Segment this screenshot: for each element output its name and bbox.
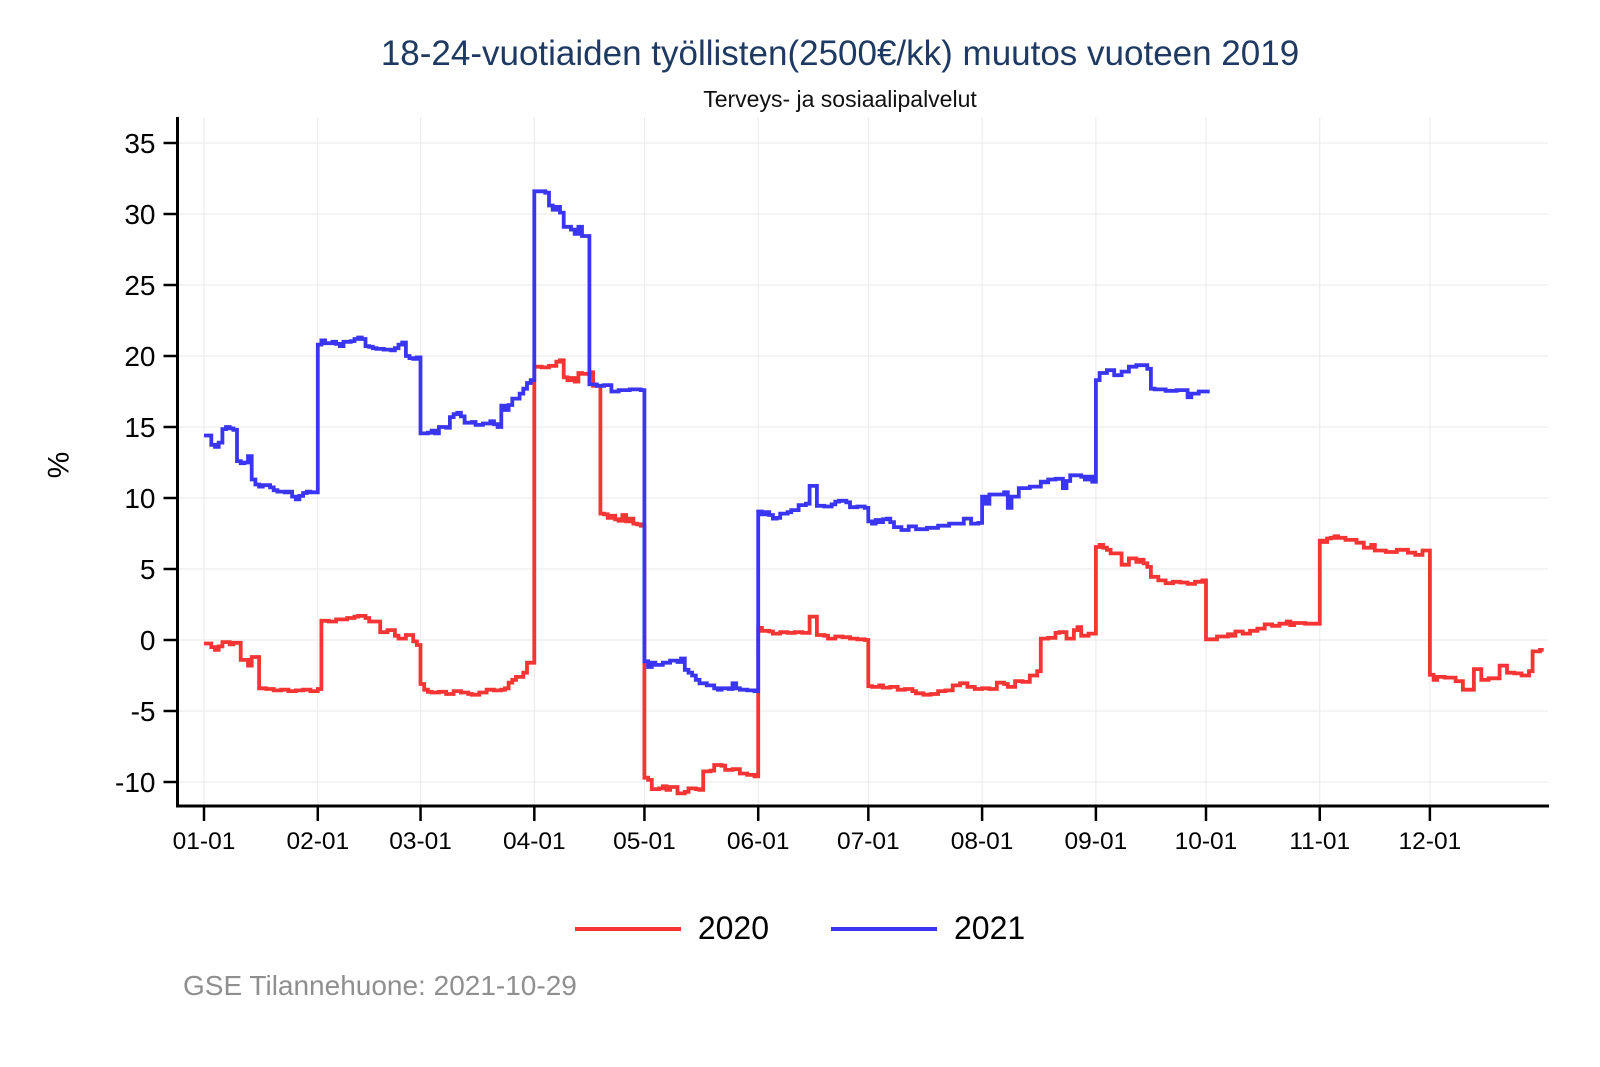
chart-subtitle: Terveys- ja sosiaalipalvelut	[703, 86, 977, 112]
y-tick-label: 5	[140, 554, 156, 585]
legend: 2020 2021	[0, 910, 1600, 947]
source-note: GSE Tilannehuone: 2021-10-29	[183, 970, 577, 1001]
y-tick-label: -5	[131, 696, 156, 727]
x-tick-label: 07-01	[837, 828, 900, 855]
legend-item-2020: 2020	[574, 910, 769, 947]
x-tick-label: 09-01	[1065, 828, 1128, 855]
y-tick-label: 20	[124, 341, 155, 372]
x-tick-label: 11-01	[1289, 828, 1350, 855]
series-line-2021	[204, 189, 1210, 693]
x-tick-label: 02-01	[286, 828, 349, 855]
y-tick-label: 35	[124, 128, 155, 159]
x-tick-label: 06-01	[727, 828, 790, 855]
y-tick-label: 25	[124, 270, 155, 301]
legend-line-2021-icon	[831, 926, 937, 931]
legend-label-2020: 2020	[697, 910, 769, 946]
x-tick-label: 08-01	[951, 828, 1014, 855]
series-line-2020	[204, 358, 1544, 796]
y-tick-label: 10	[124, 483, 155, 514]
y-tick-label: 0	[140, 625, 156, 656]
x-tick-label: 10-01	[1175, 828, 1238, 855]
x-tick-label: 03-01	[389, 828, 452, 855]
y-tick-label: 15	[124, 412, 155, 443]
legend-line-2020-icon	[574, 926, 681, 931]
legend-item-2021: 2021	[831, 910, 1025, 947]
x-tick-label: 12-01	[1399, 828, 1462, 855]
x-tick-label: 01-01	[173, 828, 236, 855]
x-tick-label: 04-01	[503, 828, 566, 855]
legend-label-2021: 2021	[954, 910, 1026, 946]
y-tick-label: -10	[115, 767, 155, 798]
y-tick-label: 30	[124, 199, 155, 230]
x-tick-label: 05-01	[613, 828, 676, 855]
chart-title: 18-24-vuotiaiden työllisten(2500€/kk) mu…	[380, 34, 1300, 73]
